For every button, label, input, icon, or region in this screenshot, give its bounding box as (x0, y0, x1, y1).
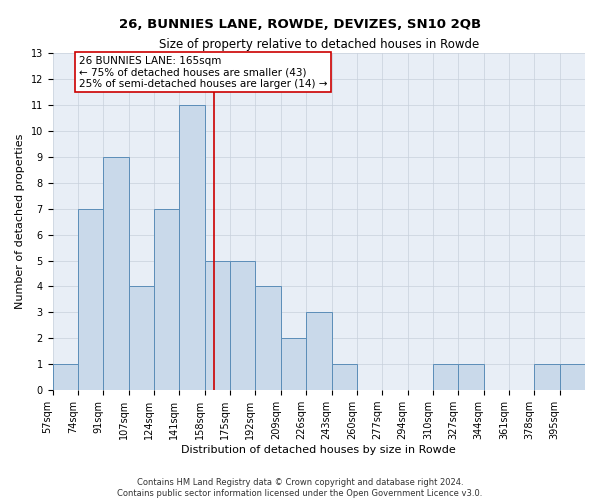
Title: Size of property relative to detached houses in Rowde: Size of property relative to detached ho… (159, 38, 479, 51)
Text: 26, BUNNIES LANE, ROWDE, DEVIZES, SN10 2QB: 26, BUNNIES LANE, ROWDE, DEVIZES, SN10 2… (119, 18, 481, 30)
X-axis label: Distribution of detached houses by size in Rowde: Distribution of detached houses by size … (181, 445, 456, 455)
Bar (458, 364, 484, 390)
Bar (154, 208, 179, 390)
Bar (103, 157, 129, 390)
Bar (230, 260, 256, 390)
Y-axis label: Number of detached properties: Number of detached properties (15, 134, 25, 310)
Bar (281, 338, 306, 390)
Text: Contains HM Land Registry data © Crown copyright and database right 2024.
Contai: Contains HM Land Registry data © Crown c… (118, 478, 482, 498)
Bar (205, 260, 230, 390)
Bar (78, 208, 103, 390)
Bar (332, 364, 357, 390)
Bar (179, 105, 205, 390)
Bar (306, 312, 332, 390)
Bar (560, 364, 585, 390)
Bar (53, 364, 78, 390)
Bar (433, 364, 458, 390)
Bar (535, 364, 560, 390)
Text: 26 BUNNIES LANE: 165sqm
← 75% of detached houses are smaller (43)
25% of semi-de: 26 BUNNIES LANE: 165sqm ← 75% of detache… (79, 56, 327, 89)
Bar (129, 286, 154, 390)
Bar (256, 286, 281, 390)
